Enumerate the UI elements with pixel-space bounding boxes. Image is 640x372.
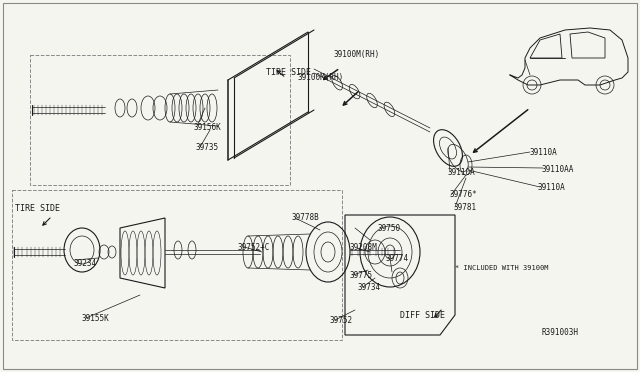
Text: 39781: 39781 — [454, 203, 477, 212]
Bar — [30, 55, 290, 185]
Text: 39734: 39734 — [358, 283, 381, 292]
Text: 39752: 39752 — [329, 316, 352, 325]
Text: 39208M: 39208M — [350, 243, 378, 252]
Text: 39100M(RH): 39100M(RH) — [298, 73, 344, 82]
Text: 39155K: 39155K — [81, 314, 109, 323]
Text: 39156K: 39156K — [194, 123, 221, 132]
Text: 39110A: 39110A — [529, 148, 557, 157]
Text: 39110AA: 39110AA — [542, 165, 574, 174]
Bar — [12, 190, 342, 340]
Text: 39234: 39234 — [73, 259, 96, 268]
Text: 39775: 39775 — [349, 271, 372, 280]
Text: * INCLUDED WITH 39100M: * INCLUDED WITH 39100M — [455, 265, 548, 271]
Text: 39752+C: 39752+C — [238, 243, 270, 252]
Text: 39735: 39735 — [196, 143, 219, 152]
Text: 39776*: 39776* — [450, 190, 477, 199]
Text: TIRE SIDE: TIRE SIDE — [15, 204, 60, 213]
Text: 39774: 39774 — [386, 254, 409, 263]
Text: 39100M(RH): 39100M(RH) — [334, 50, 380, 59]
Text: 39110A: 39110A — [538, 183, 566, 192]
Text: 39110A: 39110A — [447, 168, 475, 177]
Text: DIFF SIDE: DIFF SIDE — [400, 311, 445, 320]
Text: TIRE SIDE: TIRE SIDE — [266, 68, 311, 77]
Text: 39750: 39750 — [378, 224, 401, 233]
Text: 39778B: 39778B — [291, 213, 319, 222]
Text: R391003H: R391003H — [542, 328, 579, 337]
